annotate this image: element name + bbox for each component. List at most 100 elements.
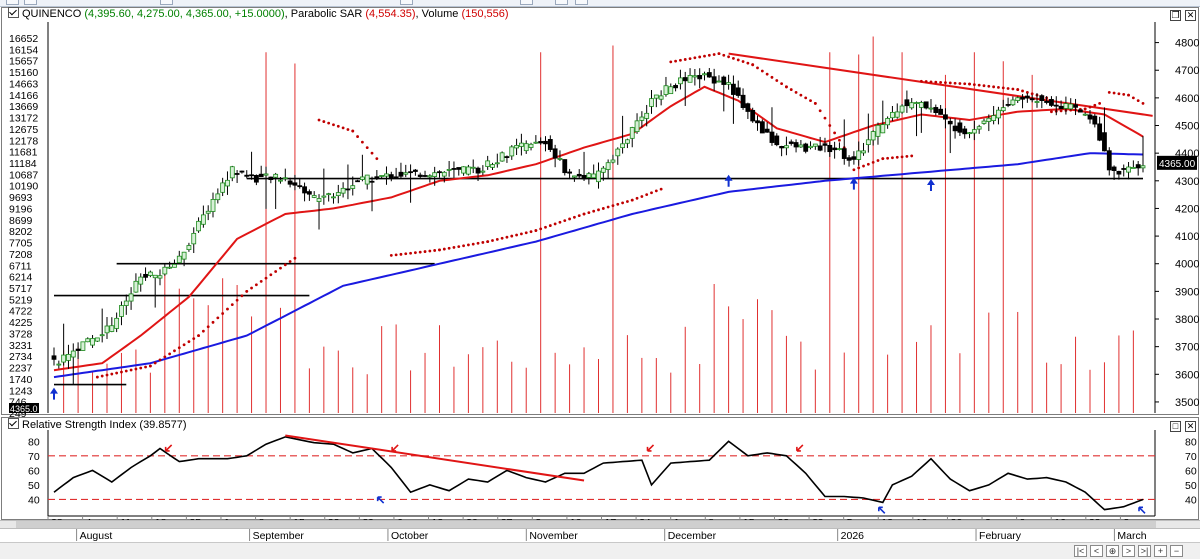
sar-dot — [134, 367, 138, 371]
volume-tick-label: 5219 — [9, 294, 33, 306]
sar-dot — [736, 58, 740, 62]
candlesticks — [51, 68, 1146, 385]
sar-dot — [992, 85, 996, 89]
candle-body — [1111, 166, 1117, 171]
restore-window-icon[interactable]: ❐ — [1170, 9, 1181, 21]
volume-tick-label: 8699 — [9, 215, 33, 227]
sar-dot — [1011, 87, 1015, 91]
candle-body — [562, 159, 568, 174]
sar-dot — [365, 146, 369, 150]
nav-prev-button[interactable]: < — [1090, 545, 1103, 557]
sar-dot — [230, 303, 234, 307]
psar-label: Parabolic SAR — [290, 8, 363, 20]
candle-body — [210, 199, 216, 212]
sar-dot — [963, 82, 967, 86]
sar-dot — [173, 349, 176, 353]
candle-body — [976, 126, 982, 130]
candle-body — [398, 171, 404, 177]
sar-dot — [756, 66, 759, 70]
toolbar-button-5[interactable] — [520, 0, 533, 5]
candle-body — [340, 187, 346, 194]
last-price-tag — [1157, 155, 1197, 170]
price-tick-label: 3800 — [1175, 314, 1199, 326]
candle-body — [812, 143, 818, 147]
candle-body — [297, 185, 303, 188]
close-window-icon[interactable]: ✕ — [1185, 9, 1196, 21]
sar-dot — [399, 252, 403, 256]
sar-dot — [900, 155, 904, 159]
up-arrow-icon — [849, 177, 858, 190]
candle-body — [639, 116, 645, 121]
sar-dot — [264, 276, 268, 280]
sar-dot — [95, 375, 99, 379]
nav-zoomout-button[interactable]: − — [1170, 545, 1183, 557]
sar-dot — [375, 157, 379, 161]
volume-tick-label: 1740 — [9, 374, 33, 386]
candle-body — [952, 125, 958, 132]
nav-first-button[interactable]: |< — [1074, 545, 1087, 557]
sar-dot — [611, 204, 615, 208]
toolbar-button-3[interactable] — [160, 0, 173, 5]
ohlc-values: (4,395.60, 4,275.00, 4,365.00, +15.0000) — [84, 8, 285, 20]
rsi-tick-right: 40 — [1185, 494, 1197, 506]
volume-tick-label: 16154 — [9, 44, 38, 56]
rsi-panel-checkbox[interactable] — [8, 418, 19, 429]
nav-last-button[interactable]: >| — [1138, 545, 1151, 557]
top-toolbar — [0, 0, 1200, 7]
scrollbar-thumb[interactable] — [16, 521, 1156, 528]
candle-body — [706, 72, 712, 78]
sar-dot — [438, 248, 441, 252]
sar-dot — [1021, 89, 1024, 93]
candle-body — [427, 175, 433, 178]
sar-dot — [505, 235, 509, 239]
toolbar-button-1[interactable] — [6, 0, 19, 5]
sar-dot — [977, 83, 981, 87]
maximize-window-icon[interactable]: □ — [1170, 420, 1181, 432]
price-panel-checkbox[interactable] — [8, 7, 19, 18]
candle-body — [861, 150, 866, 154]
sar-dot — [211, 320, 215, 324]
volume-tick-label: 9693 — [9, 192, 33, 204]
up-arrow-icon — [50, 387, 58, 400]
nav-next-button[interactable]: > — [1122, 545, 1135, 557]
toolbar-button-7[interactable] — [575, 0, 588, 5]
toolbar-button-4[interactable] — [400, 0, 413, 5]
price-panel-header: QUINENCO (4,395.60, 4,275.00, 4,365.00, … — [8, 7, 509, 22]
sar-dot — [1107, 90, 1111, 94]
sar-dot — [1141, 102, 1145, 105]
sar-dot — [495, 238, 499, 241]
candle-body — [437, 171, 442, 174]
candle-body — [1130, 167, 1136, 169]
candle-body — [629, 127, 635, 139]
candle-body — [1020, 96, 1025, 100]
rsi-red-arrow-icon — [391, 444, 399, 452]
horizontal-scrollbar[interactable] — [0, 520, 1200, 529]
price-tick-label: 4700 — [1175, 65, 1199, 77]
sar-dot — [727, 55, 731, 59]
sar-dot — [201, 329, 205, 333]
rsi-tick-left: 60 — [28, 465, 40, 477]
sar-dot — [813, 102, 817, 105]
toolbar-button-2[interactable] — [24, 0, 37, 5]
sar-dot — [466, 243, 470, 247]
nav-zoomin-button[interactable]: + — [1154, 545, 1167, 557]
sar-dot — [862, 164, 865, 168]
symbol-label: QUINENCO — [22, 8, 82, 20]
candle-body — [335, 192, 341, 196]
sar-dot — [1131, 96, 1135, 100]
sar-dot — [645, 193, 649, 197]
sar-dot — [177, 346, 181, 350]
toolbar-button-6[interactable] — [555, 0, 568, 5]
candle-body — [162, 266, 168, 275]
candle-body — [205, 210, 211, 214]
candle-body — [143, 273, 148, 278]
candle-body — [514, 145, 519, 149]
candle-body — [1049, 99, 1054, 106]
nav-zoom-button[interactable]: ⊕ — [1106, 545, 1119, 557]
close-rsi-icon[interactable]: ✕ — [1185, 420, 1196, 432]
candle-body — [509, 146, 515, 157]
sar-dot — [886, 156, 890, 160]
candle-body — [133, 280, 139, 293]
candle-body — [350, 185, 356, 189]
sar-dot — [148, 364, 152, 368]
